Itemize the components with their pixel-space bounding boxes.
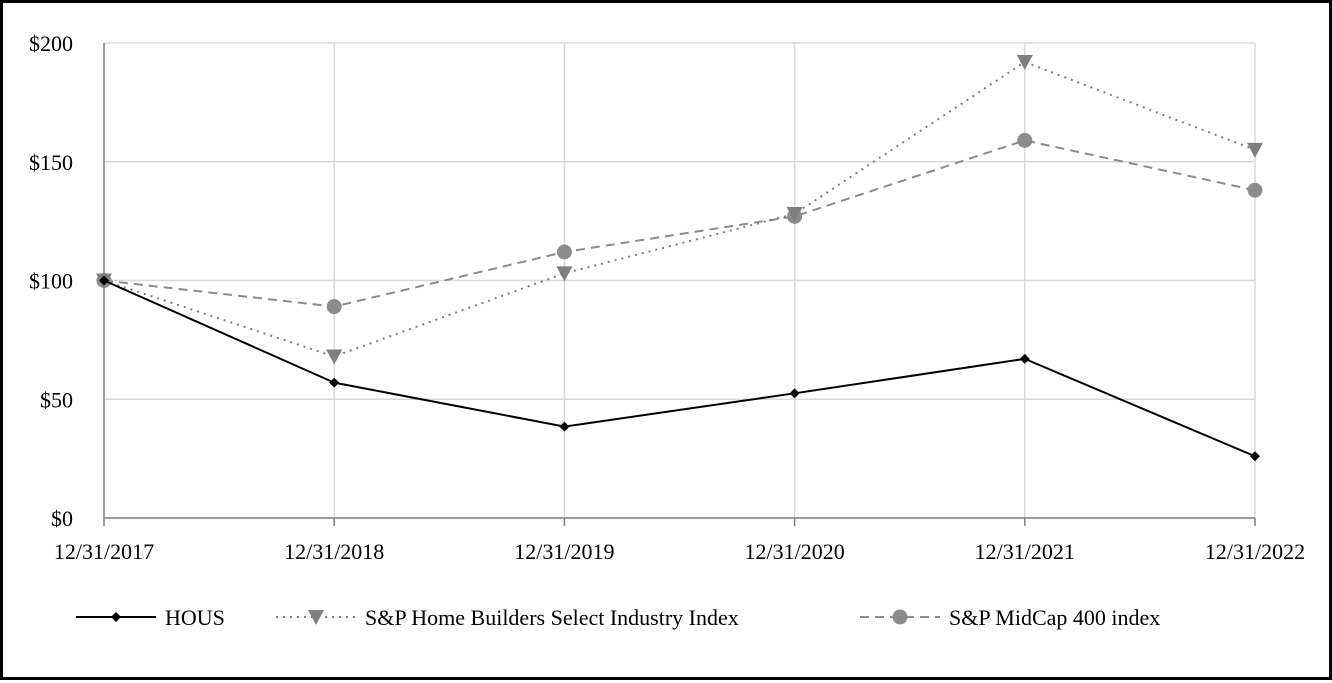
y-tick-label: $0 [51,506,73,531]
x-tick-label: 12/31/2018 [284,539,384,564]
legend-label: S&P Home Builders Select Industry Index [365,605,739,630]
series-line [103,139,1256,308]
data-point [1016,55,1033,70]
legend-marker [308,610,324,625]
gridlines [104,42,1256,518]
data-point [1017,132,1033,148]
data-point [1247,142,1263,158]
x-tick-label: 12/31/2017 [54,539,154,564]
x-tick-label: 12/31/2021 [975,539,1075,564]
series-line [103,60,1256,358]
y-tick-label: $50 [40,387,73,412]
legend-marker [111,612,121,622]
x-tick-label: 12/31/2019 [514,539,614,564]
line-chart: $0$50$100$150$200 12/31/2017 12/31/2018 12… [29,31,1305,630]
series-1 [96,55,1263,365]
data-point [559,421,570,432]
legend-entry: HOUS [76,605,225,630]
y-tick-label: $200 [29,31,73,56]
data-point [326,299,342,315]
data-point [789,388,800,399]
data-point [1019,353,1030,364]
legend-label: S&P MidCap 400 index [949,605,1160,630]
series-line [103,279,1256,458]
x-tick-label: 12/31/2020 [744,539,844,564]
legend-entry: S&P Home Builders Select Industry Index [276,605,739,630]
y-tick-label: $150 [29,150,73,175]
x-axis-ticks: 12/31/2017 12/31/2018 12/31/2019 12/31/2020… [54,539,1305,564]
series-0 [99,275,1260,462]
data-point [1250,451,1260,462]
series-2 [96,132,1263,315]
data-point [556,244,572,260]
legend-entry: S&P MidCap 400 index [860,605,1160,630]
y-axis-ticks: $0 $50 $100 $150 $200 [29,31,73,531]
y-tick-label: $100 [29,269,73,294]
data-point [1247,182,1263,198]
series-group [96,55,1263,462]
data-point [99,275,109,286]
axes [103,43,1256,526]
legend-marker [892,609,908,625]
legend: HOUS S&P Home Builders Select Industry In… [76,605,1160,630]
data-point [556,266,573,282]
legend-label: HOUS [165,605,225,630]
data-point [329,377,340,388]
x-tick-label: 12/31/2022 [1205,539,1305,564]
data-point [786,207,803,222]
data-point [326,349,343,365]
